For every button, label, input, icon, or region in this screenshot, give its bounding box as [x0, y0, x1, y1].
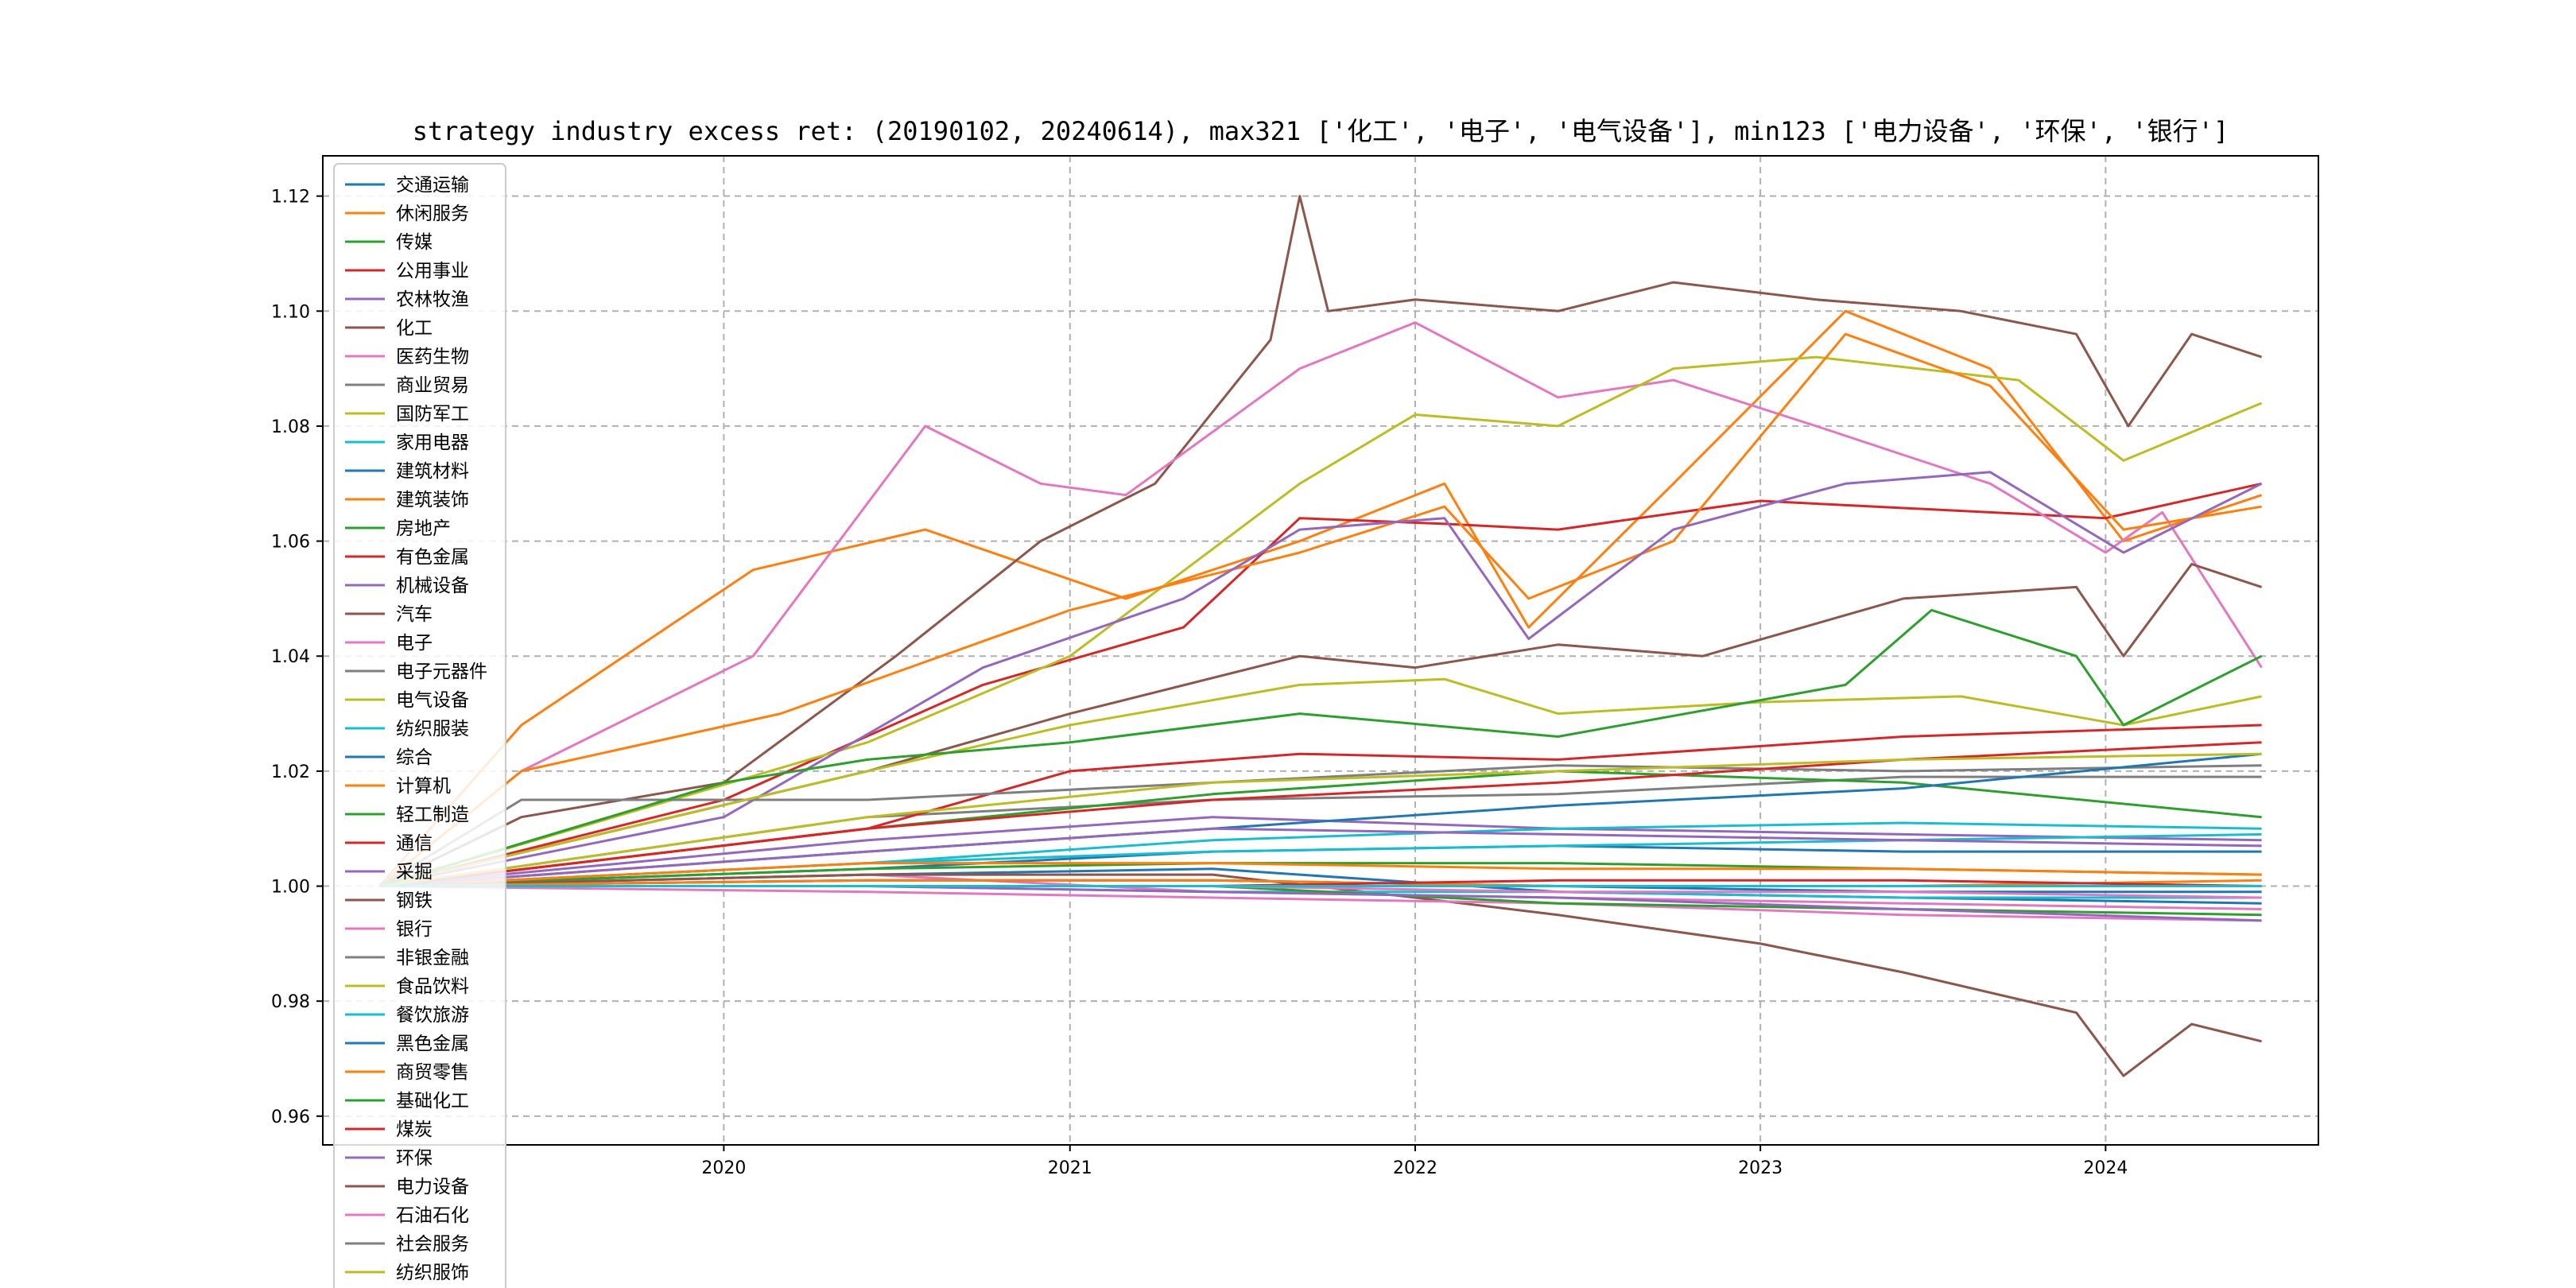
- legend-label: 煤炭: [396, 1119, 433, 1140]
- legend: 交通运输休闲服务传媒公用事业农林牧渔化工医药生物商业贸易国防军工家用电器建筑材料…: [333, 163, 506, 1288]
- legend-label: 房地产: [396, 518, 451, 539]
- legend-label: 电力设备: [396, 1177, 469, 1197]
- legend-label: 黑色金属: [396, 1034, 469, 1054]
- x-tick-label: 2020: [701, 1158, 746, 1178]
- legend-label: 社会服务: [396, 1234, 469, 1255]
- legend-label: 纺织服装: [396, 719, 469, 739]
- legend-label: 交通运输: [396, 175, 469, 196]
- x-tick-label: 2021: [1048, 1158, 1092, 1178]
- series-line: [378, 332, 2262, 887]
- y-tick-label: 1.06: [271, 533, 310, 553]
- series-line: [379, 873, 2262, 1077]
- y-tick-label: 1.10: [271, 302, 310, 322]
- series-layer: [378, 195, 2263, 1077]
- y-tick-label: 1.12: [271, 188, 310, 208]
- legend-label: 电子元器件: [396, 661, 487, 682]
- y-tick-label: 1.02: [271, 762, 310, 782]
- legend-label: 商业贸易: [396, 375, 469, 396]
- y-tick-label: 0.98: [271, 992, 310, 1012]
- plot-frame: [322, 155, 2319, 1146]
- series-line: [379, 827, 2262, 887]
- legend-label: 家用电器: [396, 433, 469, 453]
- legend-label: 电子: [396, 633, 433, 654]
- series-line: [379, 862, 2262, 887]
- legend-label: 农林牧渔: [396, 289, 469, 310]
- series-line: [378, 309, 2263, 887]
- legend-label: 钢铁: [396, 890, 433, 911]
- series-line: [379, 741, 2262, 887]
- y-tick-label: 1.04: [271, 647, 310, 667]
- x-tick-label: 2022: [1393, 1158, 1437, 1178]
- ticks-layer: 0.96 0.98 1.00 1.02 1.04 1.06 1.08 1.10 1.12 2020…: [271, 188, 2128, 1178]
- legend-label: 轻工制造: [396, 805, 469, 825]
- legend-label: 商贸零售: [396, 1062, 469, 1083]
- legend-label: 医药生物: [396, 347, 469, 367]
- y-tick-label: 0.96: [271, 1108, 310, 1127]
- legend-label: 计算机: [396, 776, 451, 797]
- legend-label: 化工: [396, 318, 433, 339]
- x-tick-label: 2024: [2083, 1158, 2128, 1178]
- legend-label: 银行: [396, 919, 433, 940]
- legend-label: 基础化工: [396, 1091, 469, 1111]
- legend-label: 环保: [396, 1148, 433, 1169]
- series-line: [379, 885, 2262, 922]
- series-line: [378, 355, 2263, 887]
- series-line: [379, 677, 2262, 887]
- legend-label: 汽车: [396, 604, 433, 625]
- series-line: [379, 816, 2262, 887]
- series-line: [378, 195, 2263, 887]
- legend-label: 有色金属: [396, 547, 469, 568]
- legend-label: 公用事业: [396, 261, 469, 281]
- legend-label: 传媒: [396, 232, 433, 253]
- legend-label: 国防军工: [396, 404, 469, 425]
- x-tick-label: 2023: [1738, 1158, 1783, 1178]
- y-tick-label: 1.08: [271, 417, 310, 437]
- legend-label: 休闲服务: [396, 204, 469, 224]
- series-line: [379, 482, 2262, 887]
- legend-label: 采掘: [396, 862, 433, 883]
- series-line: [378, 321, 2263, 887]
- chart-title: strategy industry excess ret: (20190102,…: [413, 116, 2229, 146]
- y-tick-label: 1.00: [271, 878, 310, 898]
- legend-label: 综合: [396, 747, 433, 768]
- legend-label: 食品饮料: [396, 976, 469, 997]
- legend-label: 通信: [396, 833, 433, 854]
- series-line: [378, 608, 2263, 887]
- legend-label: 建筑装饰: [396, 490, 469, 510]
- legend-label: 餐饮旅游: [396, 1005, 469, 1026]
- legend-label: 纺织服饰: [396, 1263, 469, 1283]
- legend-label: 机械设备: [396, 576, 469, 596]
- legend-label: 石油石化: [396, 1205, 469, 1226]
- legend-label: 非银金融: [396, 948, 469, 968]
- series-line: [379, 471, 2263, 887]
- series-line: [379, 563, 2263, 887]
- legend-label: 建筑材料: [396, 461, 469, 482]
- legend-label: 电气设备: [396, 690, 469, 711]
- legend-box: [333, 163, 506, 1288]
- series-line: [379, 752, 2262, 887]
